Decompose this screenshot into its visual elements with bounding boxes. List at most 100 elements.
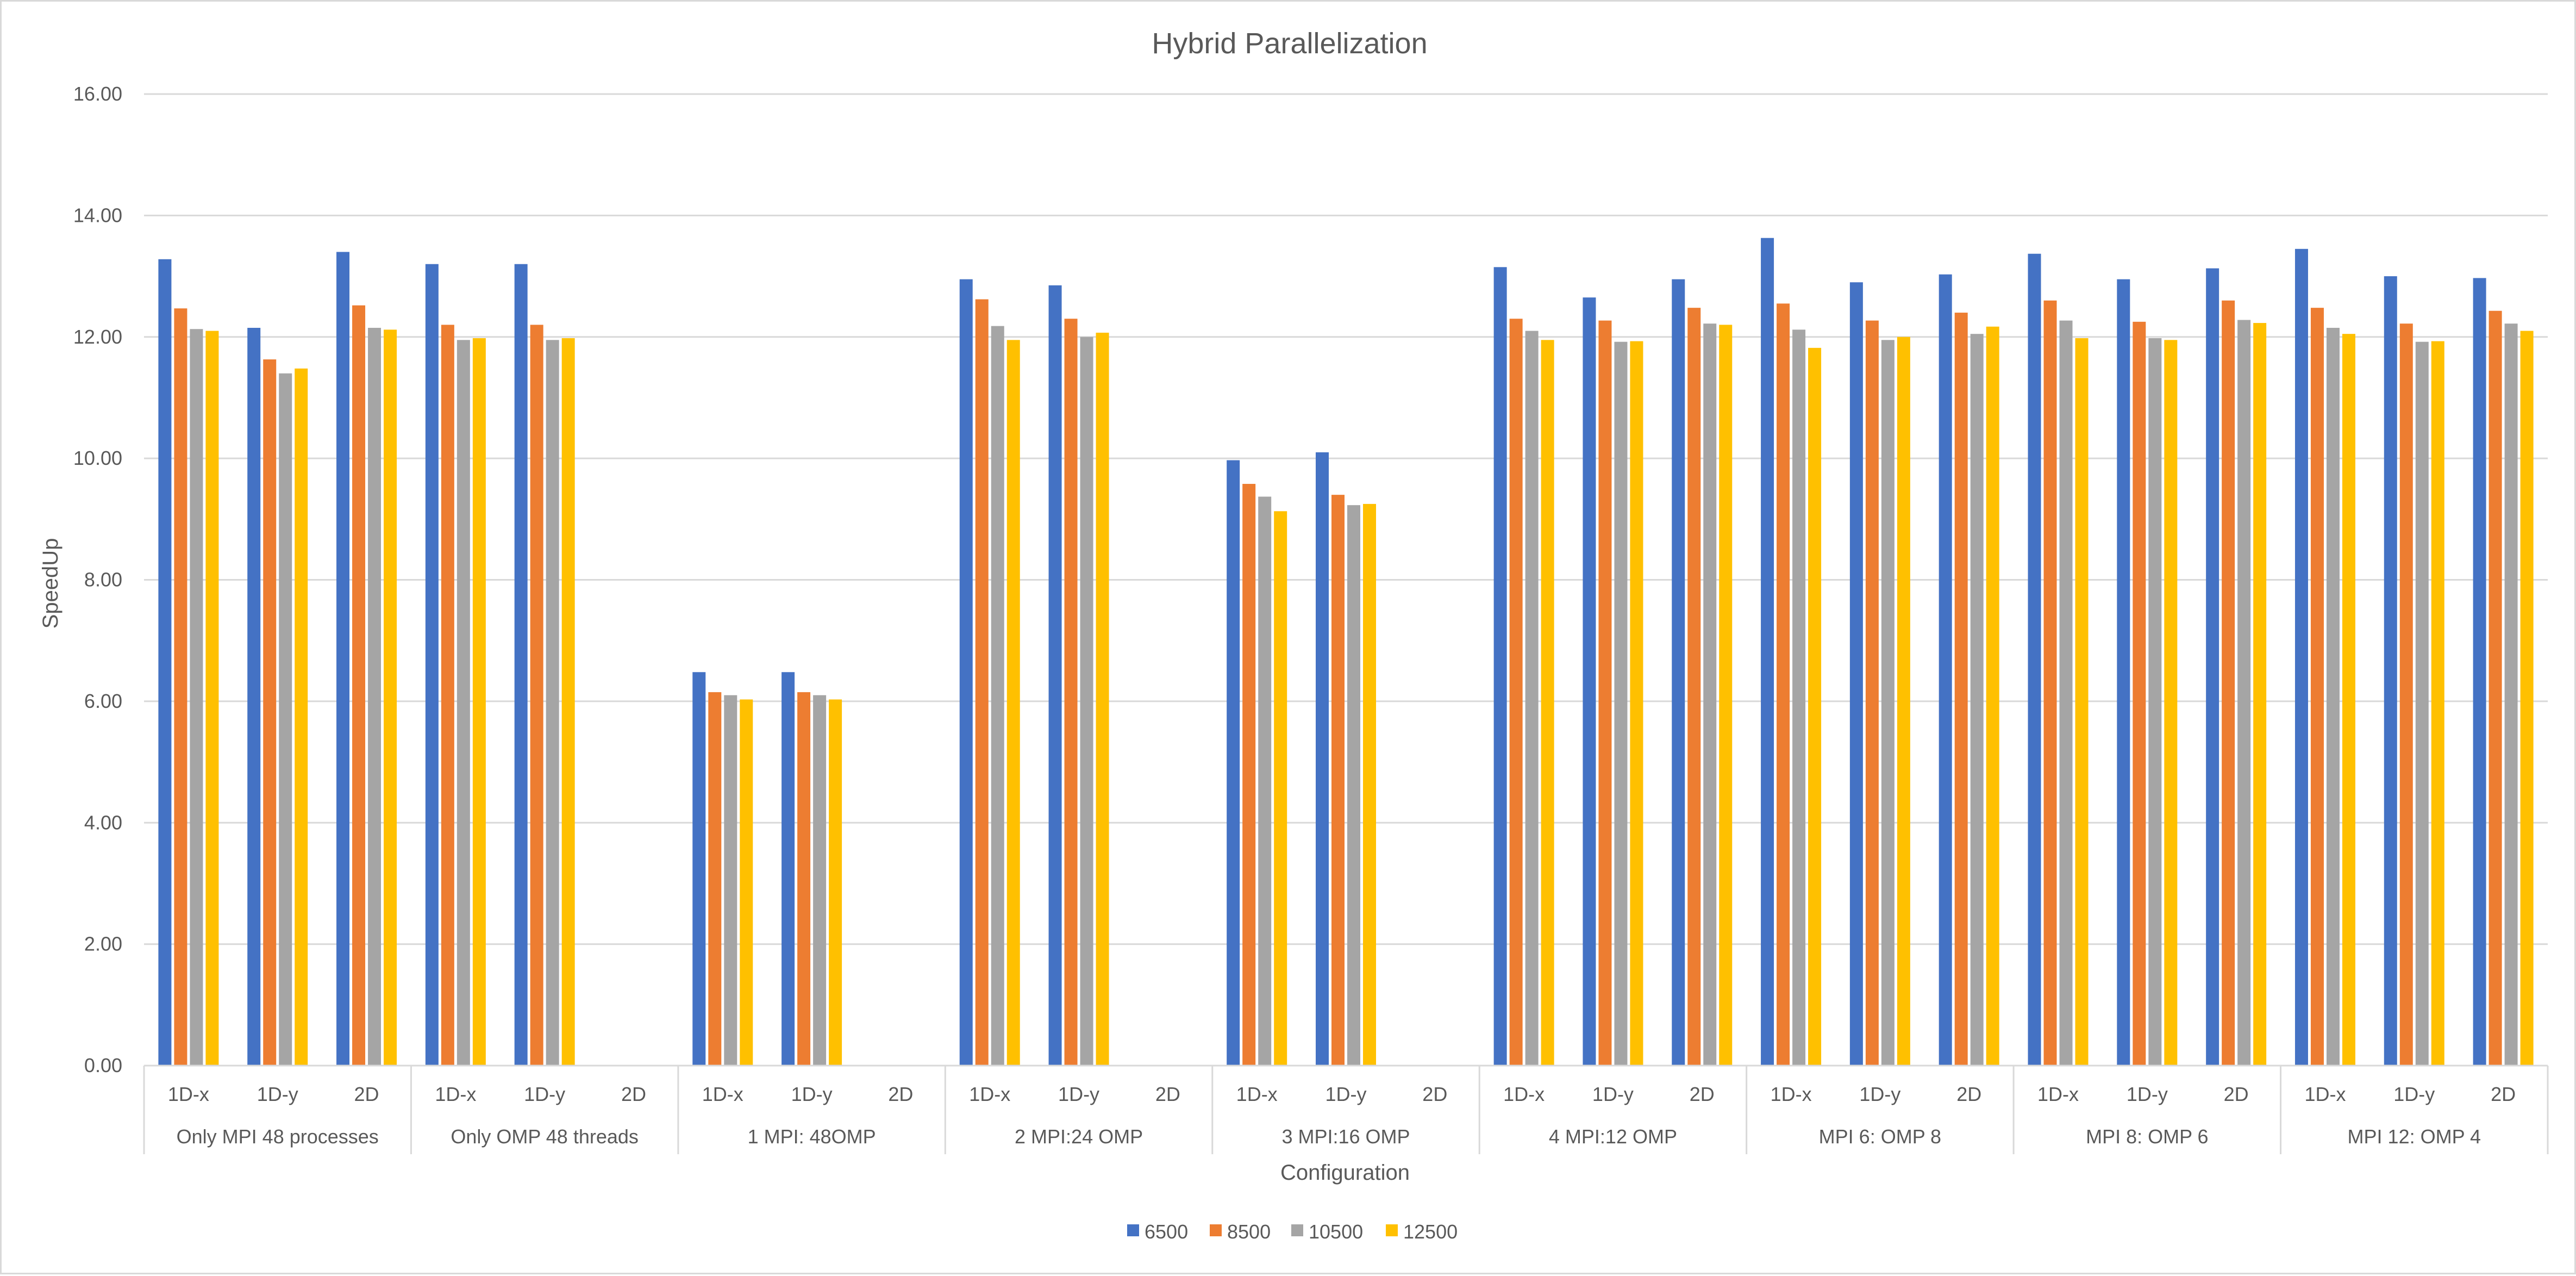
bar-8500-21 <box>2043 300 2057 1066</box>
y-tick-label: 8.00 <box>84 569 122 591</box>
x-group-label: MPI 8: OMP 6 <box>2086 1125 2208 1148</box>
bar-10500-25 <box>2415 341 2429 1066</box>
bar-10500-21 <box>2059 320 2073 1066</box>
y-tick-label: 4.00 <box>84 811 122 833</box>
bar-8500-16 <box>1598 320 1612 1066</box>
x-tick-label: 2D <box>1956 1083 1981 1105</box>
bar-6500-1 <box>247 327 261 1066</box>
bar-12500-0 <box>205 331 219 1066</box>
chart-title: Hybrid Parallelization <box>1152 27 1427 60</box>
bar-12500-2 <box>384 329 397 1066</box>
y-tick-label: 2.00 <box>84 933 122 955</box>
bar-12500-18 <box>1808 347 1822 1066</box>
bar-10500-19 <box>1881 340 1895 1066</box>
x-tick-label: 2D <box>2491 1083 2516 1105</box>
bar-6500-0 <box>158 259 172 1066</box>
x-tick-label: 1D-x <box>969 1083 1010 1105</box>
bar-8500-20 <box>1954 313 1968 1066</box>
bar-10500-7 <box>813 695 827 1066</box>
x-group-label: 1 MPI: 48OMP <box>748 1125 876 1148</box>
gridlines <box>144 93 2548 1067</box>
bar-6500-26 <box>2473 278 2486 1066</box>
bar-10500-22 <box>2148 338 2162 1066</box>
y-tick-label: 6.00 <box>84 690 122 712</box>
x-tick-label: 1D-y <box>1592 1083 1634 1105</box>
legend-label-10500: 10500 <box>1309 1221 1363 1243</box>
x-group-label: MPI 6: OMP 8 <box>1819 1125 1941 1148</box>
bar-12500-22 <box>2164 340 2178 1066</box>
x-tick-label: 1D-x <box>2037 1083 2079 1105</box>
bar-10500-13 <box>1347 505 1360 1066</box>
bar-8500-25 <box>2399 323 2413 1066</box>
bar-6500-18 <box>1761 238 1774 1066</box>
bar-12500-25 <box>2431 341 2444 1066</box>
bar-8500-2 <box>352 305 366 1066</box>
legend-swatch-8500 <box>1210 1224 1222 1236</box>
bar-8500-26 <box>2489 310 2502 1066</box>
bar-12500-17 <box>1719 325 1733 1066</box>
x-tick-label: 1D-y <box>1859 1083 1900 1105</box>
bar-10500-2 <box>368 327 382 1066</box>
bar-6500-7 <box>781 672 795 1066</box>
bar-10500-15 <box>1525 331 1539 1066</box>
bar-10500-12 <box>1258 496 1272 1066</box>
y-tick-label: 0.00 <box>84 1054 122 1076</box>
bar-12500-12 <box>1274 511 1287 1066</box>
bar-6500-4 <box>514 264 528 1066</box>
bar-10500-18 <box>1792 329 1806 1066</box>
x-group-label: 2 MPI:24 OMP <box>1015 1125 1143 1148</box>
bar-6500-24 <box>2294 248 2308 1066</box>
x-tick-label: 2D <box>888 1083 913 1105</box>
bar-10500-17 <box>1703 323 1717 1066</box>
x-group-label: 4 MPI:12 OMP <box>1549 1125 1677 1148</box>
bar-6500-20 <box>1939 274 1952 1066</box>
bar-6500-6 <box>692 672 706 1066</box>
x-tick-label: 1D-y <box>257 1083 298 1105</box>
x-tick-label: 2D <box>354 1083 379 1105</box>
x-group-label: Only MPI 48 processes <box>177 1125 379 1148</box>
y-tick-label: 14.00 <box>73 204 122 226</box>
y-tick-label: 12.00 <box>73 326 122 348</box>
x-axis-title: Configuration <box>1280 1161 1410 1185</box>
bar-8500-0 <box>174 308 187 1066</box>
bar-10500-26 <box>2504 323 2518 1066</box>
bar-6500-15 <box>1493 267 1507 1066</box>
bar-6500-3 <box>425 264 439 1066</box>
bar-10500-24 <box>2326 327 2340 1066</box>
x-tick-label: 2D <box>621 1083 646 1105</box>
bar-12500-10 <box>1096 332 1109 1066</box>
bar-8500-17 <box>1687 308 1701 1066</box>
x-axis: 1D-x 1D-y 2D 1D-x 1D-y 2D 1D-x 1D-y 2D 1D-x 1D-y 2D… <box>143 1065 2549 1154</box>
x-tick-label: 2D <box>1422 1083 1447 1105</box>
x-tick-label: 1D-y <box>2127 1083 2168 1105</box>
x-tick-label: 2D <box>2224 1083 2249 1105</box>
bar-12500-3 <box>472 338 486 1066</box>
bar-8500-24 <box>2310 308 2324 1066</box>
bar-8500-23 <box>2222 300 2235 1066</box>
x-group-label: MPI 12: OMP 4 <box>2348 1125 2481 1148</box>
legend-swatch-12500 <box>1386 1224 1398 1236</box>
bar-6500-10 <box>1048 285 1062 1066</box>
x-tick-label: 1D-x <box>435 1083 476 1105</box>
bar-8500-3 <box>441 325 454 1066</box>
bar-8500-9 <box>975 299 989 1066</box>
y-axis-ticks: 0.00 2.00 4.00 6.00 8.00 10.00 12.00 14.00 16.00 <box>73 83 122 1076</box>
x-group-label: Only OMP 48 threads <box>451 1125 639 1148</box>
bar-12500-19 <box>1897 337 1910 1066</box>
bar-12500-13 <box>1363 503 1376 1066</box>
bar-10500-6 <box>724 695 737 1066</box>
legend-label-12500: 12500 <box>1403 1221 1458 1243</box>
bar-6500-21 <box>2028 253 2041 1066</box>
bar-6500-19 <box>1849 282 1863 1066</box>
bars <box>158 238 2534 1066</box>
legend: 6500 8500 10500 12500 <box>1127 1221 1458 1243</box>
x-tick-label: 2D <box>1690 1083 1715 1105</box>
legend-label-8500: 8500 <box>1227 1221 1271 1243</box>
bar-10500-1 <box>279 373 292 1066</box>
bar-12500-24 <box>2342 334 2355 1066</box>
bar-12500-4 <box>561 338 575 1066</box>
bar-6500-22 <box>2117 279 2130 1066</box>
bar-6500-25 <box>2384 276 2397 1066</box>
